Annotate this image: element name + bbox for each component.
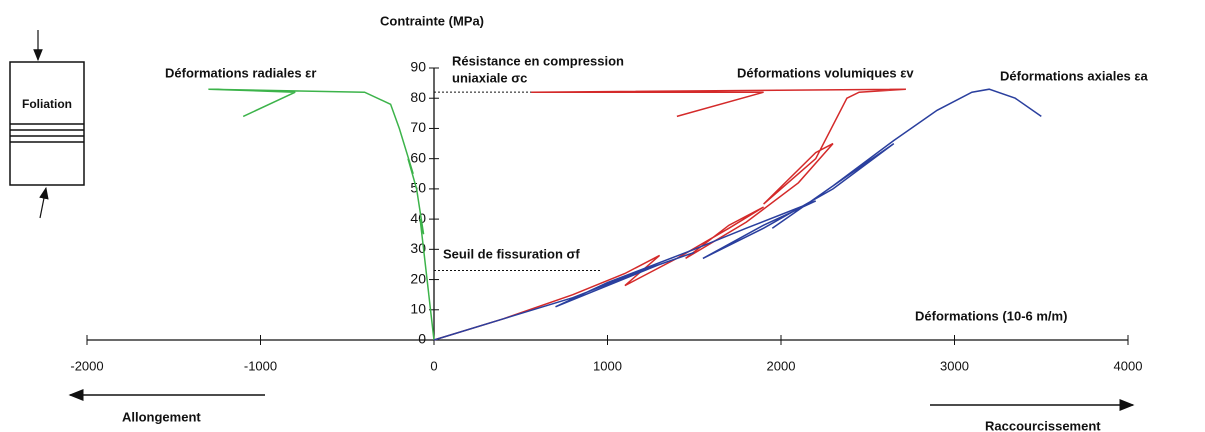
x-tick-label: 3000 (940, 358, 969, 373)
y-tick-label: 60 (410, 149, 426, 165)
chart-title: Contrainte (MPa) (380, 13, 484, 28)
series-label: Déformations radiales εr (165, 65, 316, 80)
y-tick-label: 0 (418, 331, 426, 347)
direction-label: Allongement (122, 409, 201, 424)
x-tick-label: 2000 (767, 358, 796, 373)
y-tick-label: 70 (410, 119, 426, 135)
x-tick-label: -2000 (70, 358, 103, 373)
y-tick-label: 80 (410, 89, 426, 105)
x-axis-title: Déformations (10-6 m/m) (915, 308, 1067, 323)
y-tick-label: 90 (410, 59, 426, 75)
series-label: Déformations axiales εa (1000, 68, 1149, 83)
x-tick-label: 4000 (1114, 358, 1143, 373)
series-line (433, 88, 1042, 341)
series-label: Déformations volumiques εv (737, 65, 914, 80)
x-tick-label: 0 (430, 358, 437, 373)
y-tick-label: 20 (410, 270, 426, 286)
y-tick-label: 10 (410, 300, 426, 316)
x-tick-label: 1000 (593, 358, 622, 373)
x-tick-label: -1000 (244, 358, 277, 373)
reference-label: Seuil de fissuration σf (443, 246, 580, 261)
series-line (433, 88, 906, 341)
reference-label: Résistance en compression (452, 53, 624, 68)
reference-label: uniaxiale σc (452, 70, 527, 85)
specimen-label: Foliation (22, 97, 72, 111)
specimen: Foliation (9, 30, 85, 219)
series-line (208, 88, 435, 341)
y-tick-label: 50 (410, 180, 426, 196)
y-tick-label: 40 (410, 210, 426, 226)
direction-label: Raccourcissement (985, 418, 1101, 432)
